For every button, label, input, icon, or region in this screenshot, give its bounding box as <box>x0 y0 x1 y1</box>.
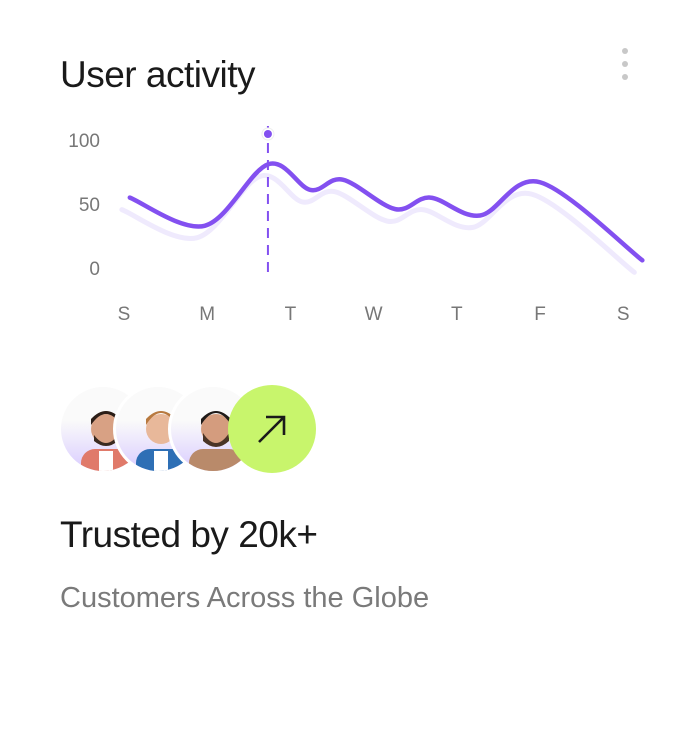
view-customers-button[interactable] <box>228 385 316 473</box>
series-shadow-line <box>119 173 637 275</box>
x-tick-label: S <box>118 304 131 325</box>
y-tick-label: 50 <box>79 195 100 216</box>
x-tick-label: T <box>285 304 297 325</box>
x-tick-label: F <box>534 304 546 325</box>
customer-avatars <box>58 384 328 476</box>
card-title: User activity <box>60 54 255 95</box>
y-tick-label: 0 <box>89 259 100 280</box>
y-tick-label: 100 <box>68 131 100 152</box>
x-tick-label: W <box>365 304 383 325</box>
x-tick-label: S <box>617 304 630 325</box>
series-line <box>127 161 645 263</box>
trust-subtext: Customers Across the Globe <box>60 582 430 614</box>
more-vertical-icon[interactable] <box>616 48 634 84</box>
activity-chart: 100 50 0 S M T W T F S <box>68 126 645 325</box>
x-tick-label: T <box>451 304 463 325</box>
x-tick-label: M <box>199 304 215 325</box>
arrow-up-right-icon <box>258 415 286 443</box>
trust-headline: Trusted by 20k+ <box>60 514 318 555</box>
highlight-marker <box>263 130 272 138</box>
